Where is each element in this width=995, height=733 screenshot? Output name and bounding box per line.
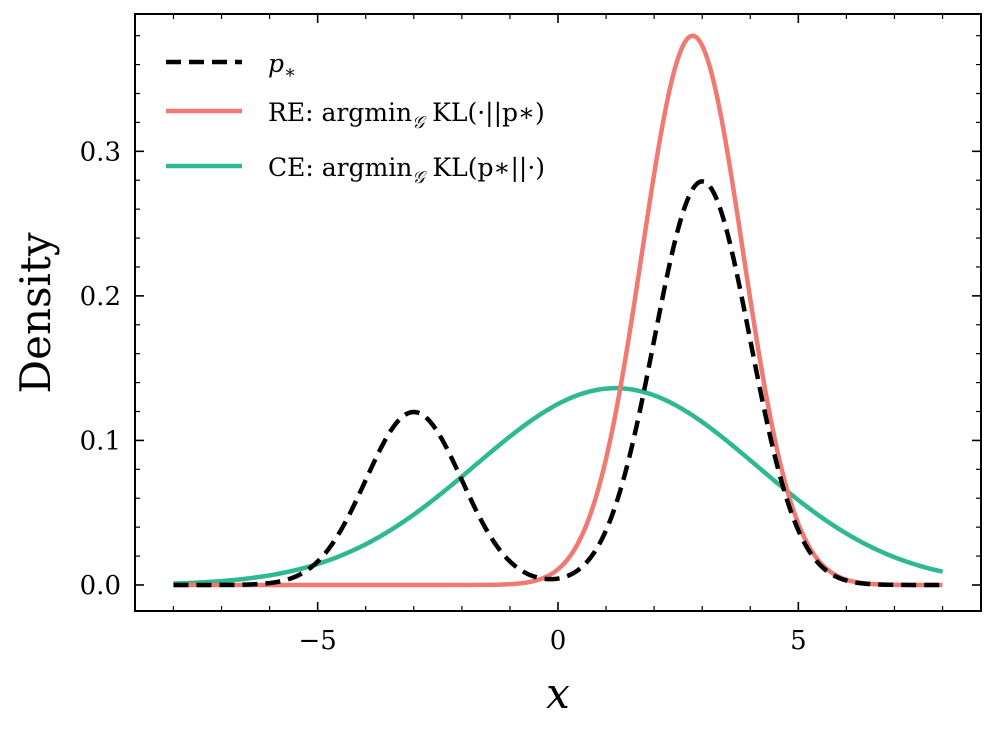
x-tick-label: −5 bbox=[298, 626, 336, 656]
series-line-re bbox=[173, 33, 943, 588]
axis-ticks: −5 0 5 0.0 0.1 0.2 0.3 bbox=[80, 14, 981, 656]
legend: p∗ RE: argmin𝒢 KL(·||p∗) CE: argmin𝒢 KL(… bbox=[166, 49, 545, 188]
series-line-p-star bbox=[173, 179, 943, 588]
y-tick-label: 0.2 bbox=[80, 282, 121, 312]
legend-label-p-star: p∗ bbox=[268, 49, 296, 83]
x-tick-label: 5 bbox=[790, 626, 807, 656]
legend-label-re: RE: argmin𝒢 KL(·||p∗) bbox=[268, 98, 545, 133]
y-axis-label: Density bbox=[11, 232, 60, 393]
x-axis-label: x bbox=[546, 669, 570, 718]
plot-frame bbox=[134, 13, 982, 612]
y-tick-label: 0.1 bbox=[80, 426, 121, 456]
legend-label-ce: CE: argmin𝒢 KL(p∗||·) bbox=[268, 153, 545, 188]
plot-area: −5 0 5 0.0 0.1 0.2 0.3 bbox=[80, 13, 982, 656]
y-tick-label: 0.0 bbox=[80, 571, 121, 601]
x-tick-label: 0 bbox=[550, 626, 567, 656]
series-line-ce bbox=[173, 385, 944, 586]
y-tick-label: 0.3 bbox=[80, 137, 121, 167]
curves bbox=[173, 33, 944, 588]
